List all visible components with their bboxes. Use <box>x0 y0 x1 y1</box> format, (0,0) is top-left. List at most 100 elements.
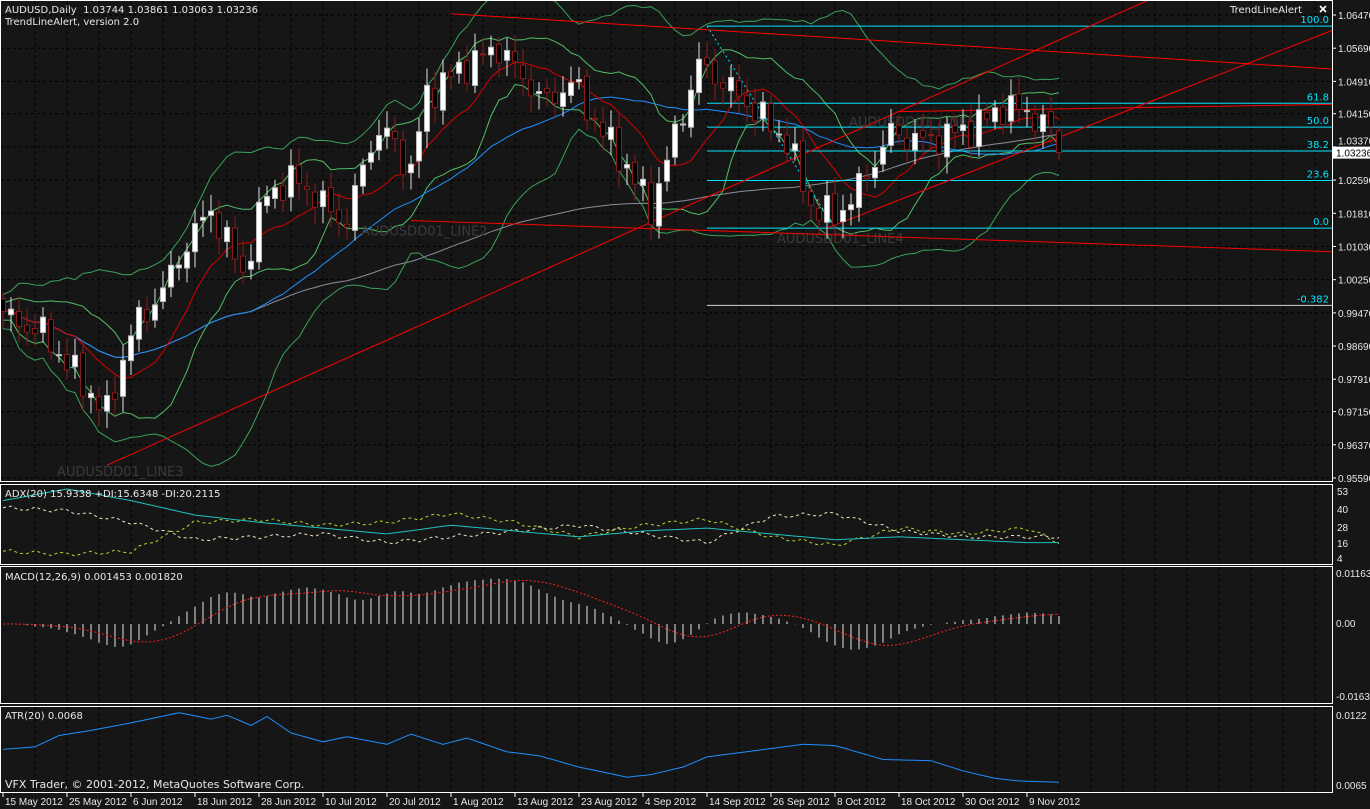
candle[interactable] <box>232 216 238 274</box>
candle[interactable] <box>360 158 366 194</box>
candle[interactable] <box>168 250 174 298</box>
candle[interactable] <box>256 187 262 270</box>
candle[interactable] <box>416 118 422 178</box>
candle[interactable] <box>864 163 870 191</box>
candle[interactable] <box>104 380 110 429</box>
candle[interactable] <box>384 111 390 149</box>
adx-pane[interactable] <box>2 488 1060 557</box>
atr-pane[interactable] <box>2 712 1060 783</box>
candle[interactable] <box>976 94 982 157</box>
candle[interactable] <box>440 59 446 125</box>
close-x-icon[interactable] <box>1319 5 1327 13</box>
candle[interactable] <box>584 69 590 131</box>
candle[interactable] <box>128 324 134 375</box>
candle[interactable] <box>16 295 22 343</box>
candle[interactable] <box>48 311 54 360</box>
candle[interactable] <box>688 75 694 138</box>
candle[interactable] <box>984 101 990 127</box>
candle[interactable] <box>696 42 702 105</box>
candle[interactable] <box>736 64 742 113</box>
candle[interactable] <box>152 288 158 328</box>
candle[interactable] <box>816 197 822 236</box>
candle[interactable] <box>88 385 94 414</box>
trendline-alert-label[interactable]: TrendLineAlert <box>1229 5 1302 16</box>
candle[interactable] <box>888 109 894 153</box>
candle[interactable] <box>280 172 286 213</box>
candle[interactable] <box>896 115 902 145</box>
candle[interactable] <box>224 220 230 258</box>
candle[interactable] <box>56 340 62 363</box>
candle[interactable] <box>840 194 846 239</box>
candle[interactable] <box>1032 105 1038 148</box>
candle[interactable] <box>760 91 766 132</box>
candle[interactable] <box>872 151 878 189</box>
candle[interactable] <box>992 100 998 130</box>
price-pane[interactable]: 100.0 61.8 50.0 38.2 23.6 0.0 -0.382 AUDUSDD01_… <box>0 0 1333 480</box>
candle[interactable] <box>672 115 678 165</box>
candle[interactable] <box>1000 93 1006 135</box>
candle[interactable] <box>296 148 302 200</box>
candle[interactable] <box>368 140 374 170</box>
candle[interactable] <box>568 66 574 104</box>
candle[interactable] <box>960 109 966 145</box>
candle[interactable] <box>880 130 886 172</box>
candle[interactable] <box>96 386 102 427</box>
candle[interactable] <box>40 307 46 343</box>
candle[interactable] <box>720 76 726 105</box>
candle[interactable] <box>144 296 150 332</box>
candle[interactable] <box>560 76 566 117</box>
candle[interactable] <box>448 63 454 90</box>
candle[interactable] <box>8 297 14 332</box>
candle[interactable] <box>1016 77 1022 124</box>
candle[interactable] <box>496 37 502 78</box>
candle[interactable] <box>208 194 214 233</box>
candle[interactable] <box>400 130 406 191</box>
candle[interactable] <box>824 180 830 239</box>
candle[interactable] <box>848 193 854 226</box>
candle[interactable] <box>704 41 710 79</box>
candle[interactable] <box>616 112 622 188</box>
candle[interactable] <box>552 78 558 116</box>
candle[interactable] <box>752 88 758 136</box>
candle[interactable] <box>376 119 382 161</box>
candle[interactable] <box>464 45 470 91</box>
candle[interactable] <box>904 128 910 162</box>
candle[interactable] <box>32 313 38 347</box>
candle[interactable] <box>504 37 510 77</box>
candle[interactable] <box>856 166 862 222</box>
candle[interactable] <box>536 82 542 110</box>
candle[interactable] <box>576 66 582 90</box>
candle[interactable] <box>784 118 790 161</box>
candle[interactable] <box>792 127 798 161</box>
candle[interactable] <box>600 106 606 151</box>
trendline[interactable] <box>106 0 1147 466</box>
candle[interactable] <box>648 166 654 240</box>
candle[interactable] <box>456 51 462 84</box>
trendline[interactable] <box>450 13 1333 70</box>
trendline[interactable] <box>410 220 1333 253</box>
candle[interactable] <box>320 180 326 224</box>
candle[interactable] <box>832 176 838 242</box>
candle[interactable] <box>176 255 182 281</box>
candle[interactable] <box>656 166 662 239</box>
candle[interactable] <box>392 116 398 153</box>
candle[interactable] <box>304 172 310 206</box>
candle[interactable] <box>608 110 614 156</box>
candle[interactable] <box>800 127 806 204</box>
candle[interactable] <box>424 68 430 149</box>
candle[interactable] <box>712 48 718 100</box>
candle[interactable] <box>432 71 438 124</box>
candle[interactable] <box>312 183 318 225</box>
candle[interactable] <box>472 33 478 94</box>
candle[interactable] <box>952 114 958 149</box>
candle[interactable] <box>808 183 814 220</box>
candle[interactable] <box>1008 79 1014 134</box>
candle[interactable] <box>1048 97 1054 144</box>
candle[interactable] <box>928 118 934 152</box>
candle[interactable] <box>664 146 670 192</box>
candle[interactable] <box>520 48 526 96</box>
candle[interactable] <box>624 153 630 185</box>
candle[interactable] <box>912 119 918 165</box>
candle[interactable] <box>680 114 686 132</box>
